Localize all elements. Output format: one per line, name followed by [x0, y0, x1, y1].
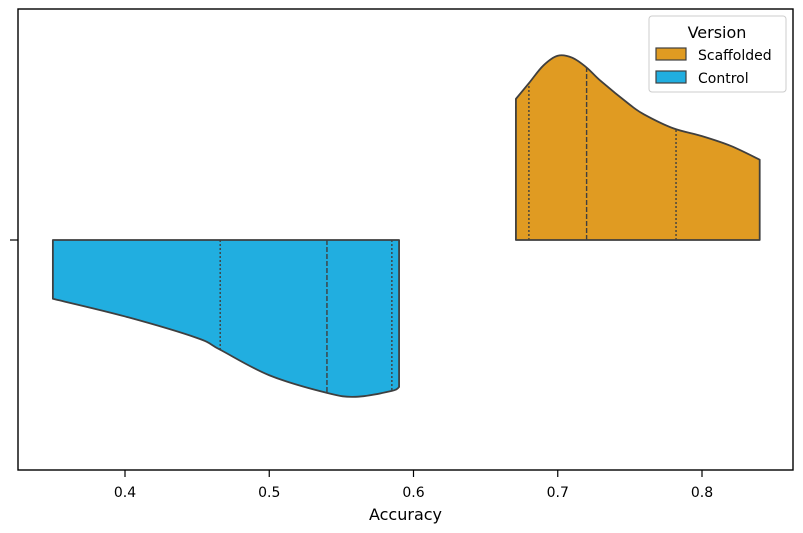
legend: Version Scaffolded Control — [648, 15, 787, 93]
legend-title: Version — [688, 23, 747, 42]
x-tick-label: 0.8 — [691, 485, 713, 501]
x-axis-title: Accuracy — [369, 505, 442, 524]
violins-group — [51, 54, 761, 398]
x-tick-label: 0.4 — [114, 485, 136, 501]
legend-label-scaffolded: Scaffolded — [698, 48, 772, 64]
plot-frame — [17, 8, 794, 471]
x-tick-label: 0.5 — [258, 485, 280, 501]
violin-control — [51, 239, 400, 398]
x-axis-ticks: 0.4 0.5 0.6 0.7 0.8 — [114, 470, 713, 501]
legend-label-control: Control — [698, 71, 749, 87]
legend-swatch-control — [655, 70, 687, 84]
x-tick-label: 0.7 — [547, 485, 569, 501]
x-tick-label: 0.6 — [402, 485, 424, 501]
violin-scaffolded — [515, 54, 761, 241]
legend-swatch-scaffolded — [655, 47, 687, 61]
